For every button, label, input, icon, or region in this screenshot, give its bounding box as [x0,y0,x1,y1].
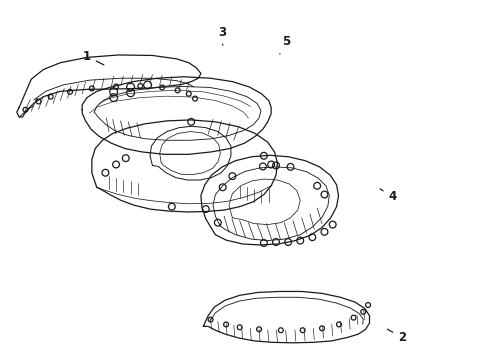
Text: 1: 1 [83,50,103,65]
Text: 5: 5 [279,35,289,54]
Text: 4: 4 [379,189,396,203]
Text: 2: 2 [386,329,405,344]
Text: 3: 3 [218,26,226,45]
